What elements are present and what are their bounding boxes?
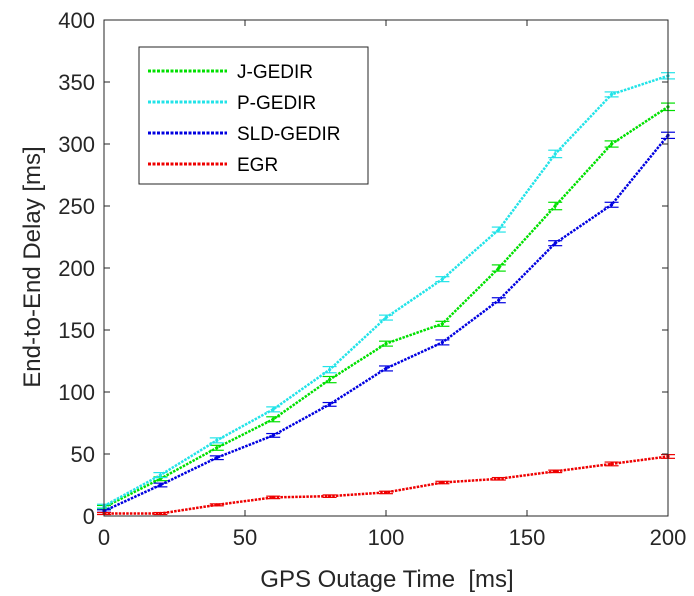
data-point	[384, 342, 388, 346]
x-axis-label: GPS Outage Time [ms]	[260, 566, 513, 593]
series-p-gedir	[97, 72, 675, 509]
legend: J-GEDIR P-GEDIR SLD-GEDIR EGR	[138, 46, 369, 185]
series-sld-gedir	[97, 131, 675, 513]
series-j-gedir	[97, 102, 675, 510]
legend-label: EGR	[237, 155, 278, 176]
data-point	[553, 469, 557, 473]
data-point	[497, 266, 501, 270]
series-line	[104, 455, 669, 515]
y-tick-label: 50	[71, 442, 95, 467]
y-tick-label: 250	[58, 194, 95, 219]
y-tick-label: 150	[58, 318, 95, 343]
data-point	[440, 277, 444, 281]
data-point	[271, 407, 275, 411]
data-point	[610, 203, 614, 207]
series-egr	[97, 454, 675, 516]
data-point	[271, 495, 275, 499]
series-line	[103, 134, 669, 513]
y-tick-label: 300	[58, 132, 95, 157]
legend-label: P-GEDIR	[237, 93, 316, 114]
y-axis-label: End-to-End Delay [ms]	[19, 146, 46, 387]
data-point	[271, 433, 275, 437]
data-point	[328, 368, 332, 372]
x-tick-label: 0	[98, 525, 110, 550]
data-point	[215, 438, 219, 442]
data-point	[328, 378, 332, 382]
data-point	[440, 340, 444, 344]
data-point	[158, 473, 162, 477]
data-point	[328, 402, 332, 406]
y-tick-label: 400	[58, 8, 95, 33]
x-tick-label: 200	[650, 525, 687, 550]
data-point	[610, 92, 614, 96]
data-point	[440, 480, 444, 485]
legend-label: SLD-GEDIR	[237, 124, 340, 145]
data-point	[440, 322, 444, 326]
data-point	[610, 142, 614, 146]
y-tick-label: 0	[83, 504, 95, 529]
y-tick-label: 100	[58, 380, 95, 405]
x-tick-label: 150	[509, 525, 546, 550]
data-point	[271, 417, 275, 421]
x-tick-label: 100	[368, 525, 405, 550]
plot-layer	[97, 72, 675, 516]
y-tick-label: 200	[58, 256, 95, 281]
data-point	[497, 227, 501, 232]
legend-label: J-GEDIR	[237, 62, 313, 83]
data-point	[497, 477, 501, 481]
data-point	[158, 483, 162, 487]
data-point	[215, 446, 219, 450]
data-point	[553, 152, 557, 156]
data-point	[384, 490, 388, 495]
data-point	[553, 241, 557, 245]
data-point	[553, 204, 557, 208]
data-point	[328, 494, 332, 498]
y-tick-label: 350	[58, 70, 95, 95]
data-point	[215, 456, 219, 460]
data-point	[384, 316, 388, 320]
data-point	[215, 503, 219, 507]
data-point	[384, 366, 388, 371]
data-point	[610, 462, 614, 466]
x-tick-label: 50	[233, 525, 257, 550]
axes-layer: 0 50 100 150 200 0 50 100 150 200 250 300 350 400	[58, 8, 686, 550]
data-point	[158, 511, 162, 516]
data-point	[497, 298, 501, 302]
